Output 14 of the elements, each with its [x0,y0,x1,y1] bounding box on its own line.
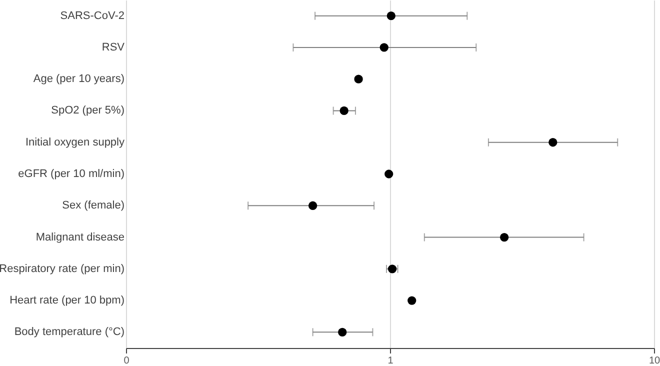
y-tick-label: Age (per 10 years) [33,73,124,86]
x-tick-label: 0 [124,356,130,366]
y-tick-label: Respiratory rate (per min) [0,262,124,275]
y-tick-label: Sex (female) [62,200,124,212]
y-tick-label: Heart rate (per 10 bpm) [10,294,124,307]
y-tick-label: RSV [102,41,126,54]
x-tick-label: 1 [388,356,394,366]
x-tick-label: 10 [648,356,660,366]
y-tick-label: Body temperature (°C) [14,326,124,338]
y-tick-label: Malignant disease [36,231,124,244]
y-tick-label: SpO2 (per 5%) [51,104,124,117]
y-tick-label: Initial oxygen supply [25,136,125,148]
y-tick-label: eGFR (per 10 ml/min) [18,168,124,180]
y-tick-label: SARS-CoV-2 [60,10,124,22]
